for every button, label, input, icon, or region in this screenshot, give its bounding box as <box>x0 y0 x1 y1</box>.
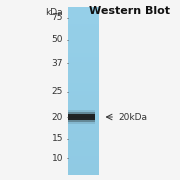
Text: 37: 37 <box>51 58 63 68</box>
Text: 20kDa: 20kDa <box>119 112 148 122</box>
Bar <box>68 20 99 22</box>
Text: 25: 25 <box>52 87 63 96</box>
Bar <box>68 76 99 78</box>
Bar <box>68 64 99 66</box>
Bar <box>68 37 99 39</box>
Bar <box>68 168 99 170</box>
Bar <box>68 99 99 101</box>
Bar <box>68 89 99 91</box>
Text: kDa: kDa <box>45 8 63 17</box>
Bar <box>68 55 99 57</box>
Bar <box>68 97 99 99</box>
Bar <box>68 85 99 87</box>
Bar <box>68 112 99 114</box>
Bar <box>68 34 99 37</box>
Bar <box>68 60 99 62</box>
Bar <box>68 66 99 68</box>
Bar <box>68 114 99 116</box>
Bar <box>68 118 99 120</box>
Text: 10: 10 <box>51 154 63 163</box>
Bar <box>68 141 99 143</box>
Bar <box>68 124 99 127</box>
Text: 20: 20 <box>52 112 63 122</box>
Bar <box>68 11 99 14</box>
Bar <box>68 18 99 20</box>
Bar <box>68 156 99 158</box>
Text: 50: 50 <box>51 35 63 44</box>
Bar <box>68 49 99 51</box>
Bar <box>68 91 99 93</box>
Bar <box>68 114 95 120</box>
Bar <box>68 133 99 135</box>
Bar <box>68 116 95 122</box>
Bar <box>68 110 95 116</box>
Bar <box>68 74 99 76</box>
Bar <box>68 78 99 80</box>
Bar <box>68 82 99 85</box>
Bar <box>68 135 99 137</box>
Bar <box>68 28 99 30</box>
Bar <box>68 26 99 28</box>
Bar <box>68 57 99 60</box>
Bar <box>68 22 99 24</box>
Bar <box>68 112 95 118</box>
Bar <box>68 87 99 89</box>
Bar <box>68 147 99 149</box>
Bar <box>68 137 99 139</box>
Bar <box>68 45 99 47</box>
Bar <box>68 101 99 103</box>
Bar <box>68 110 99 112</box>
Bar <box>68 143 99 145</box>
Bar <box>68 30 99 32</box>
Bar <box>68 149 99 152</box>
Bar <box>68 145 99 147</box>
Text: Western Blot: Western Blot <box>89 6 170 16</box>
Text: 15: 15 <box>51 134 63 143</box>
Bar <box>68 47 99 49</box>
Bar <box>68 152 99 154</box>
Bar <box>68 15 99 18</box>
Bar <box>68 164 99 166</box>
Bar <box>68 108 99 110</box>
Bar <box>68 162 99 164</box>
Bar <box>68 131 99 133</box>
Bar <box>68 160 99 162</box>
Text: 75: 75 <box>51 14 63 22</box>
Bar <box>68 170 99 172</box>
Bar <box>68 120 99 122</box>
Bar <box>68 116 99 118</box>
Bar <box>68 139 99 141</box>
Bar <box>68 93 99 95</box>
Bar <box>68 103 99 105</box>
Bar <box>68 70 99 72</box>
Bar <box>68 172 99 175</box>
Bar <box>68 24 99 26</box>
Bar <box>68 80 99 82</box>
Bar <box>68 53 99 55</box>
Bar <box>68 62 99 64</box>
Bar <box>68 122 99 124</box>
Bar <box>68 72 99 74</box>
Bar <box>68 41 99 43</box>
Bar <box>68 39 99 41</box>
Bar <box>68 95 99 97</box>
Bar <box>68 68 99 70</box>
Bar <box>68 7 99 9</box>
Bar <box>68 9 99 11</box>
Bar <box>68 32 99 34</box>
Bar <box>68 43 99 45</box>
Bar <box>68 127 99 129</box>
Bar <box>68 105 99 108</box>
Bar <box>68 51 99 53</box>
Bar <box>68 166 99 168</box>
Bar <box>68 118 95 124</box>
Bar <box>68 14 99 15</box>
Bar <box>68 129 99 131</box>
Bar <box>68 154 99 156</box>
Bar <box>68 158 99 160</box>
